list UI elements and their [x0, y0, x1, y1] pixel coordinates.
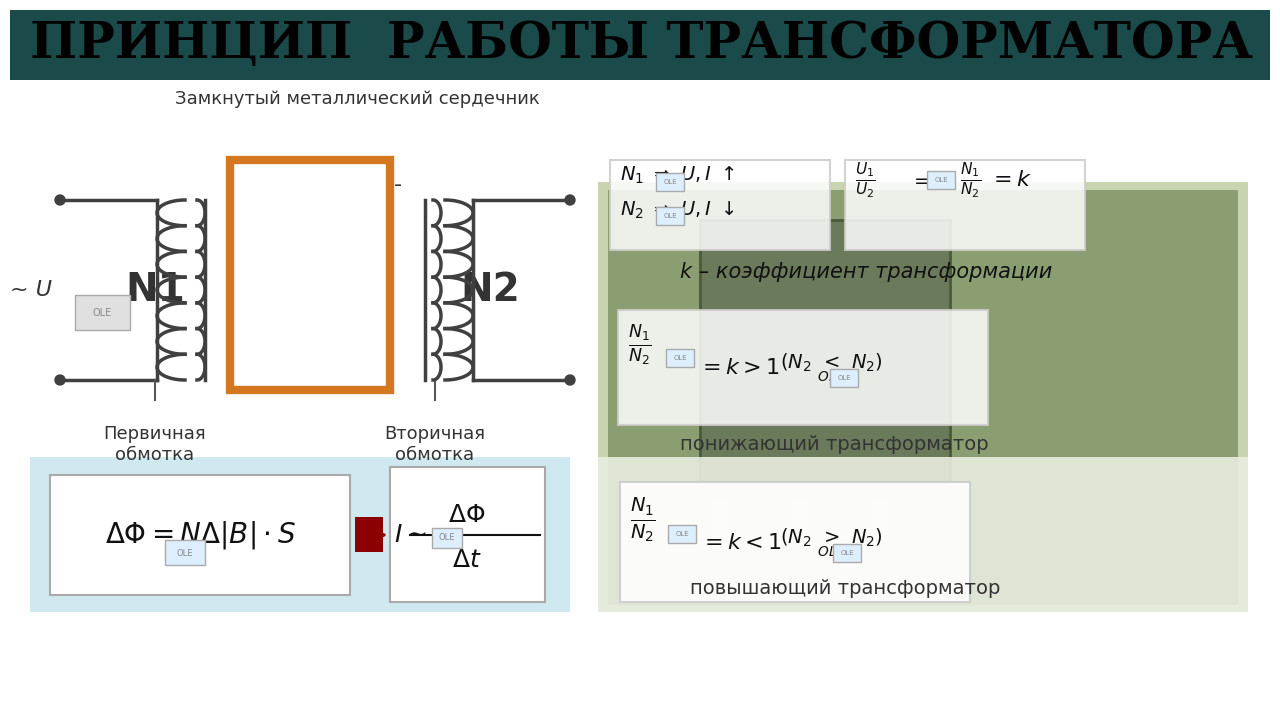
Bar — [927, 171, 955, 189]
Text: OLE: OLE — [663, 179, 677, 185]
Bar — [666, 349, 694, 367]
Text: OLE: OLE — [673, 355, 687, 361]
Bar — [790, 500, 810, 540]
FancyBboxPatch shape — [355, 517, 383, 552]
Text: Вторичная
обмотка: Вторичная обмотка — [384, 425, 485, 464]
Text: OLE: OLE — [934, 177, 947, 183]
Bar — [829, 369, 858, 387]
Bar — [845, 160, 1085, 250]
Bar — [657, 173, 684, 191]
Text: понижающий трансформатор: понижающий трансформатор — [680, 436, 988, 454]
Text: $\frac{N_1}{N_2}\ = k$: $\frac{N_1}{N_2}\ = k$ — [960, 160, 1032, 200]
FancyBboxPatch shape — [390, 467, 545, 602]
Text: $= k < 1$: $= k < 1$ — [700, 533, 782, 553]
Bar — [230, 160, 390, 390]
Bar — [10, 10, 1270, 80]
Bar — [76, 295, 131, 330]
Bar — [668, 525, 696, 543]
Text: повышающий трансформатор: повышающий трансформатор — [690, 578, 1001, 598]
Text: OLE: OLE — [92, 308, 111, 318]
Bar — [29, 457, 570, 612]
Text: $N_1\ \Rightarrow\ U,I\ \uparrow$: $N_1\ \Rightarrow\ U,I\ \uparrow$ — [620, 164, 735, 186]
Text: OLE: OLE — [439, 534, 456, 542]
Text: N2: N2 — [460, 271, 520, 309]
Bar — [165, 540, 205, 565]
Bar — [620, 482, 970, 602]
Text: $( N_2\ \underset{OLE}{<}\ N_2 )$: $( N_2\ \underset{OLE}{<}\ N_2 )$ — [780, 352, 883, 384]
Text: $\frac{N_1}{N_2}$: $\frac{N_1}{N_2}$ — [628, 323, 652, 367]
Text: $\Delta t$: $\Delta t$ — [452, 548, 481, 572]
Text: $I \sim$: $I \sim$ — [394, 523, 426, 547]
Text: $\frac{U_1}{U_2}$: $\frac{U_1}{U_2}$ — [855, 160, 876, 200]
Circle shape — [564, 195, 575, 205]
Text: OLE: OLE — [675, 531, 689, 537]
Text: $\Delta\Phi$: $\Delta\Phi$ — [448, 503, 485, 527]
FancyBboxPatch shape — [50, 475, 349, 595]
Text: ПРИНЦИП  РАБОТЫ ТРАНСФОРМАТОРА: ПРИНЦИП РАБОТЫ ТРАНСФОРМАТОРА — [29, 20, 1253, 70]
Bar — [598, 182, 1248, 612]
Bar — [598, 457, 1248, 612]
Text: Замкнутый металлический сердечник: Замкнутый металлический сердечник — [175, 90, 540, 108]
Text: Первичная
обмотка: Первичная обмотка — [104, 425, 206, 464]
Bar — [700, 220, 950, 520]
Text: $N_2\ \Rightarrow\ U,I\ \downarrow$: $N_2\ \Rightarrow\ U,I\ \downarrow$ — [620, 199, 735, 220]
Text: N1: N1 — [125, 271, 184, 309]
Bar — [833, 544, 861, 562]
Text: k – коэффициент трансформации: k – коэффициент трансформации — [680, 262, 1052, 282]
Bar — [710, 500, 730, 540]
Bar — [611, 160, 829, 250]
Bar — [657, 207, 684, 225]
Text: ~ U: ~ U — [10, 280, 52, 300]
Text: OLE: OLE — [840, 550, 854, 556]
Bar — [618, 310, 988, 425]
Text: OLE: OLE — [837, 375, 851, 381]
Circle shape — [55, 375, 65, 385]
Bar — [433, 528, 462, 548]
Circle shape — [564, 375, 575, 385]
Text: OLE: OLE — [177, 549, 193, 557]
Text: $= k > 1$: $= k > 1$ — [698, 358, 780, 378]
Bar — [870, 500, 890, 540]
Circle shape — [55, 195, 65, 205]
Text: OLE: OLE — [663, 213, 677, 219]
Bar — [608, 190, 1238, 605]
Text: $\Delta\Phi = N\Delta|B|\cdot S$: $\Delta\Phi = N\Delta|B|\cdot S$ — [105, 519, 296, 551]
Text: $\frac{N_1}{N_2}$: $\frac{N_1}{N_2}$ — [630, 495, 655, 544]
Text: $( N_2\ \underset{OLE}{>}\ N_2)$: $( N_2\ \underset{OLE}{>}\ N_2)$ — [780, 527, 883, 559]
Text: $= $: $= $ — [910, 171, 931, 189]
Text: -: - — [394, 175, 402, 195]
